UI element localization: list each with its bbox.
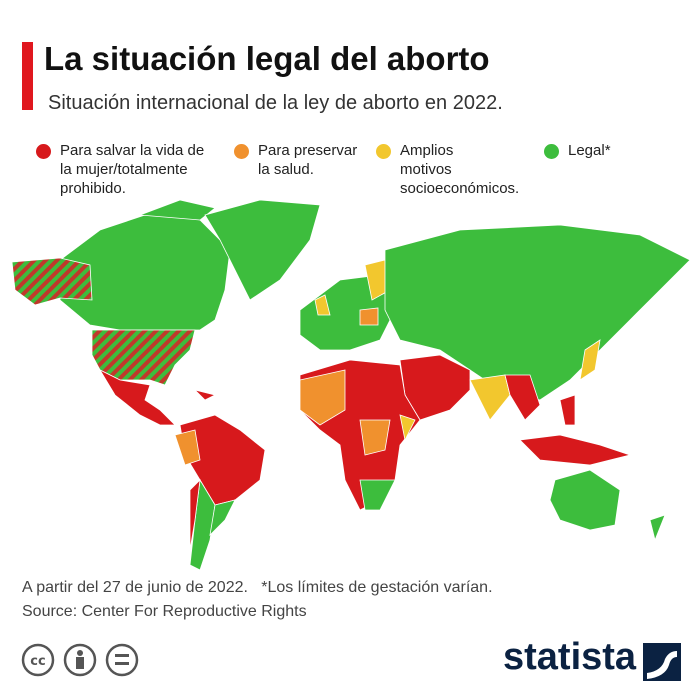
legend-label: Para salvar la vida de xyxy=(60,142,205,159)
title-bar xyxy=(22,42,33,110)
legend-label: la mujer/totalmente xyxy=(60,161,188,178)
subtitle: Situación internacional de la ley de abo… xyxy=(48,92,503,114)
legend-label: Legal* xyxy=(568,142,611,159)
logo-mark xyxy=(643,643,681,681)
legend-swatch xyxy=(36,144,51,159)
source: Source: Center For Reproductive Rights xyxy=(22,603,307,620)
legend-label: la salud. xyxy=(258,161,314,178)
svg-text:cc: cc xyxy=(30,654,45,669)
world-map xyxy=(11,199,691,571)
legend-swatch xyxy=(234,144,249,159)
legend-swatch xyxy=(376,144,391,159)
legend-label: Amplios xyxy=(400,142,454,159)
legend-label: prohibido. xyxy=(60,180,126,197)
footnote: A partir del 27 de junio de 2022. *Los l… xyxy=(22,579,493,596)
legend-label: Para preservar xyxy=(258,142,358,159)
title: La situación legal del aborto xyxy=(44,40,490,77)
legend-label: motivos xyxy=(400,161,452,178)
license-icons: cc xyxy=(21,643,139,677)
legend-label: socioeconómicos. xyxy=(400,180,520,197)
legend-swatch xyxy=(544,144,559,159)
logo-text: statista xyxy=(503,636,637,678)
